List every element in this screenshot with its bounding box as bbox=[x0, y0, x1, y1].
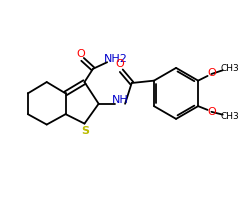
Text: CH3: CH3 bbox=[221, 64, 240, 73]
Text: O: O bbox=[115, 59, 124, 69]
Text: NH: NH bbox=[112, 95, 129, 105]
Text: O: O bbox=[207, 107, 216, 117]
Text: S: S bbox=[81, 126, 90, 136]
Text: CH3: CH3 bbox=[221, 112, 240, 121]
Text: O: O bbox=[207, 68, 216, 78]
Text: NH2: NH2 bbox=[104, 54, 128, 64]
Text: O: O bbox=[76, 49, 85, 59]
